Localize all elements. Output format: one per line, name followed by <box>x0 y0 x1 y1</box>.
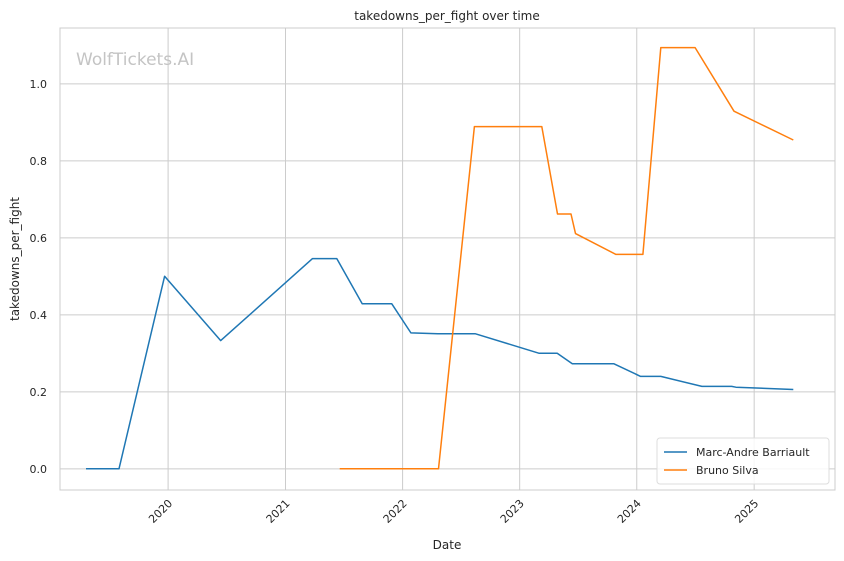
y-tick-label: 1.0 <box>30 78 48 91</box>
y-tick-label: 0.0 <box>30 463 48 476</box>
y-axis-title: takedowns_per_fight <box>8 197 22 321</box>
watermark-text: WolfTickets.AI <box>76 50 194 70</box>
legend-box <box>656 437 830 485</box>
y-tick-label: 0.6 <box>30 232 48 245</box>
y-axis-tick-labels: 0.0 0.2 0.4 0.6 0.8 1.0 <box>30 78 48 476</box>
series-line-2 <box>339 46 794 470</box>
legend: Marc-Andre Barriault Bruno Silva <box>656 437 830 485</box>
legend-label: Bruno Silva <box>696 464 759 477</box>
x-axis-title: Date <box>433 538 462 552</box>
y-tick-label: 0.2 <box>30 386 48 399</box>
plot-area-frame <box>59 27 836 491</box>
series-lines <box>86 46 794 470</box>
y-tick-label: 0.4 <box>30 309 48 322</box>
chart-title: takedowns_per_fight over time <box>354 9 540 23</box>
legend-label: Marc-Andre Barriault <box>696 446 810 459</box>
y-tick-label: 0.8 <box>30 155 48 168</box>
series-line-1 <box>86 257 794 470</box>
